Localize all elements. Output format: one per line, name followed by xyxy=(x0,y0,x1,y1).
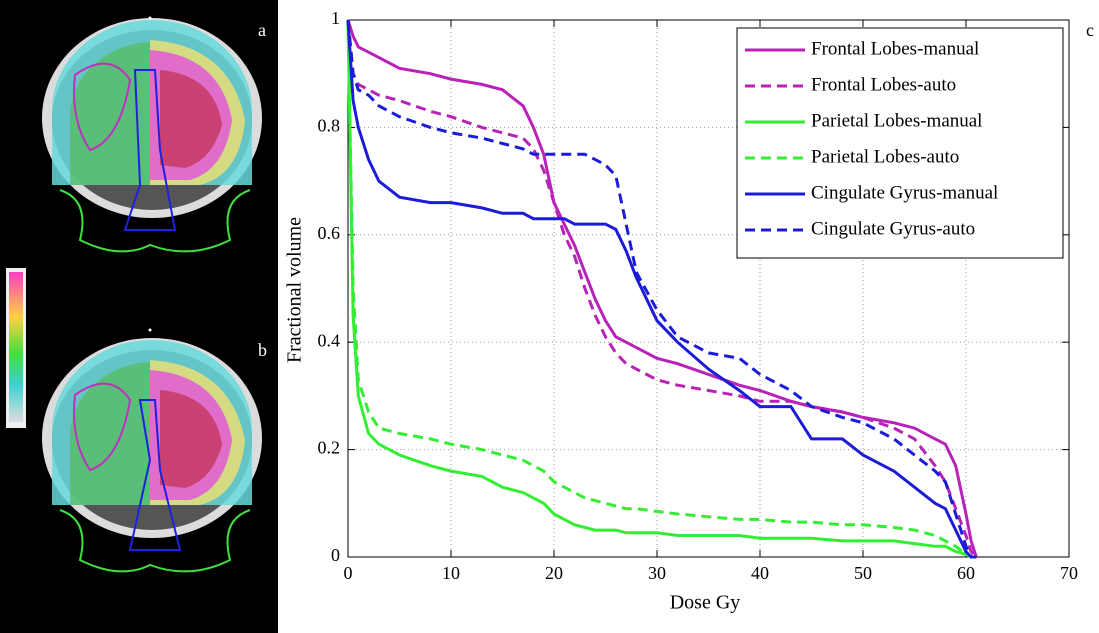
legend-label: Frontal Lobes-manual xyxy=(811,38,979,59)
y-tick-label: 0.6 xyxy=(318,223,341,243)
x-tick-label: 0 xyxy=(344,563,353,583)
legend-label: Cingulate Gyrus-auto xyxy=(811,218,975,239)
x-tick-label: 60 xyxy=(957,563,975,583)
legend-label: Cingulate Gyrus-manual xyxy=(811,182,998,203)
ct-images: a b xyxy=(0,0,278,633)
legend-label: Frontal Lobes-auto xyxy=(811,74,956,95)
x-tick-label: 40 xyxy=(751,563,769,583)
y-tick-label: 0.4 xyxy=(318,330,341,350)
image-label: b xyxy=(258,340,267,360)
x-tick-label: 70 xyxy=(1060,563,1078,583)
x-tick-label: 30 xyxy=(648,563,666,583)
legend-label: Parietal Lobes-manual xyxy=(811,110,982,131)
y-tick-label: 0.8 xyxy=(318,116,341,136)
x-axis-label: Dose Gy xyxy=(670,592,741,614)
x-tick-label: 10 xyxy=(442,563,460,583)
legend-label: Parietal Lobes-auto xyxy=(811,146,959,167)
figure: a b c Dose Gy Fractional volume 01020304… xyxy=(0,0,1099,633)
y-tick-label: 1 xyxy=(331,8,340,28)
y-tick-label: 0.2 xyxy=(318,438,341,458)
y-axis-label: Fractional volume xyxy=(284,217,306,363)
colorbar xyxy=(6,268,26,428)
image-label: a xyxy=(258,20,266,40)
panel-label: c xyxy=(1086,20,1094,40)
x-tick-label: 50 xyxy=(854,563,872,583)
x-tick-label: 20 xyxy=(545,563,563,583)
legend: Frontal Lobes-manual Frontal Lobes-auto Pa… xyxy=(737,28,1063,258)
y-tick-label: 0 xyxy=(331,545,340,565)
